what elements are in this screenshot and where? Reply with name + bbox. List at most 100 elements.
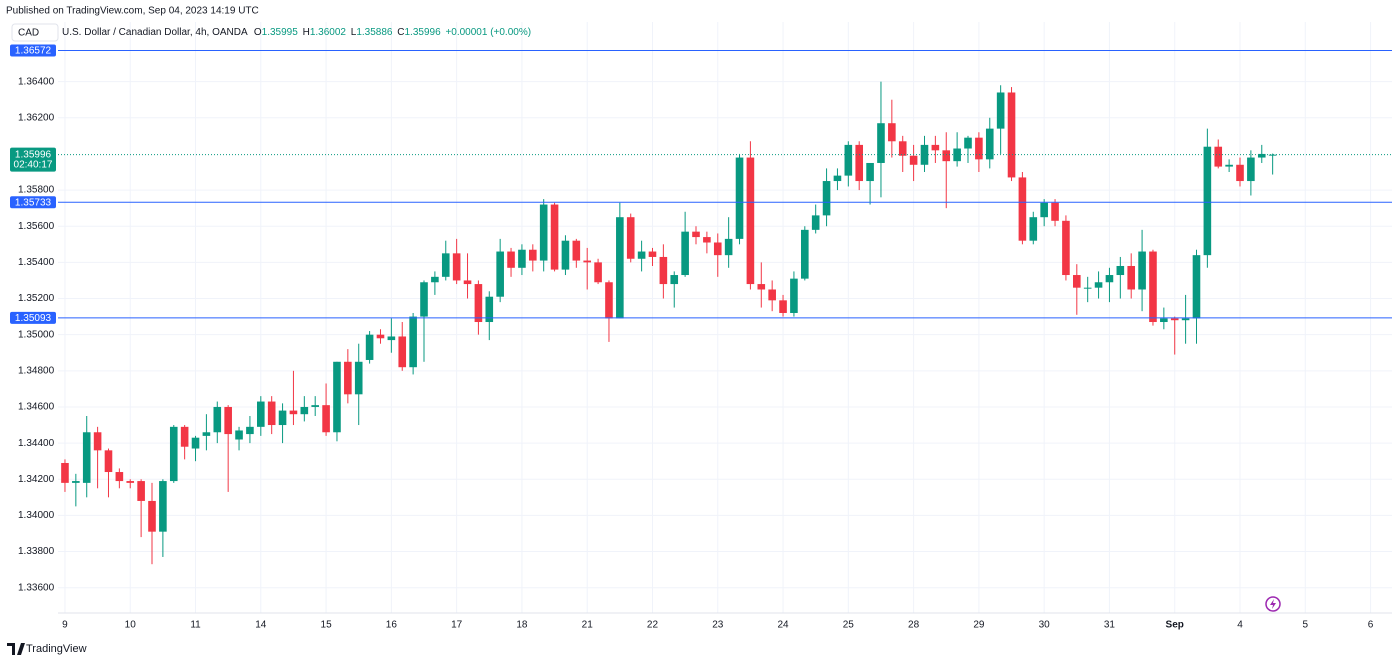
candle-body: [1040, 202, 1048, 218]
candle-body: [844, 144, 853, 176]
candle-body: [572, 240, 581, 261]
ohlc-value: 1.35886: [356, 27, 393, 38]
candle-body: [300, 406, 309, 415]
candle-body: [888, 123, 896, 142]
x-tick-label: 30: [1039, 620, 1051, 631]
candle-body: [594, 262, 602, 283]
candle-body: [1225, 164, 1233, 167]
x-tick-label: 15: [321, 620, 333, 631]
x-tick-label: 4: [1237, 620, 1243, 631]
candle-body: [1018, 177, 1027, 241]
candle-body: [1051, 202, 1059, 221]
brand-logo: [7, 643, 25, 655]
candle-body: [1247, 157, 1255, 182]
candle-body: [431, 276, 439, 283]
candle-body: [768, 289, 776, 301]
x-tick-label: 28: [908, 620, 920, 631]
currency-button[interactable]: [11, 23, 59, 42]
candle-body: [1094, 282, 1103, 288]
candle-body: [1073, 275, 1081, 288]
candle-body: [1083, 287, 1092, 289]
candle-body: [985, 128, 994, 160]
candle-body: [398, 336, 407, 368]
candle-body: [583, 260, 592, 263]
y-tick-label: 1.33600: [18, 582, 55, 593]
candle-body: [703, 237, 711, 243]
candle-body: [779, 300, 787, 313]
level-label: 1.35093: [15, 313, 52, 324]
candle-body: [801, 229, 809, 279]
candle-body: [159, 481, 167, 532]
last-price-box: [10, 147, 56, 172]
candle-body: [1116, 265, 1125, 276]
candle-body: [376, 334, 385, 339]
candle-body: [1149, 251, 1157, 323]
candle-body: [1127, 265, 1136, 290]
candle-body: [931, 144, 940, 151]
x-tick-label: 6: [1368, 620, 1374, 631]
candle-body: [811, 215, 820, 230]
candle-body: [365, 334, 374, 360]
candle-body: [354, 361, 363, 395]
candle-body: [920, 144, 929, 165]
candle-body: [866, 162, 874, 182]
candle-body: [82, 432, 91, 483]
candle-body: [626, 217, 635, 259]
candle-body: [104, 450, 113, 473]
candle-body: [1236, 164, 1244, 182]
candle-body: [213, 406, 222, 433]
ohlc-label: O: [254, 27, 262, 38]
candle-body: [289, 410, 298, 415]
candle-body: [61, 462, 69, 483]
y-tick-label: 1.36400: [18, 76, 55, 87]
x-tick-label: 16: [386, 620, 398, 631]
candle-body: [953, 148, 961, 162]
ohlc-label: H: [303, 27, 310, 38]
candle-body: [790, 278, 798, 313]
candle-body: [659, 256, 668, 285]
candle-body: [757, 284, 766, 290]
candle-body: [463, 280, 472, 285]
candle-body: [148, 500, 156, 532]
level-label-box: [10, 196, 56, 209]
candle-body: [115, 472, 124, 482]
candle-body: [746, 157, 755, 285]
candle-body: [191, 437, 200, 449]
ohlc-value: 1.36002: [310, 27, 347, 38]
candle-body: [996, 92, 1005, 129]
candle-body: [93, 432, 102, 451]
y-tick-label: 1.35200: [18, 293, 55, 304]
y-tick-label: 1.34000: [18, 510, 55, 521]
ohlc-value: 1.35995: [262, 27, 299, 38]
candle-body: [257, 401, 265, 427]
candle-body: [822, 181, 831, 216]
candle-body: [1181, 318, 1190, 321]
candle-body: [126, 481, 135, 483]
y-tick-label: 1.34800: [18, 365, 55, 376]
x-tick-label: 11: [190, 620, 201, 631]
symbol-title: U.S. Dollar / Canadian Dollar, 4h, OANDA: [62, 27, 248, 38]
x-tick-label: 25: [843, 620, 855, 631]
candle-body: [964, 137, 972, 149]
candle-body: [72, 481, 80, 483]
candle-body: [518, 249, 526, 268]
candle-body: [278, 410, 287, 426]
x-tick-label: 23: [712, 620, 724, 631]
lightning-glyph: [1270, 599, 1276, 609]
currency-label[interactable]: CAD: [18, 28, 39, 39]
candle-body: [224, 406, 232, 435]
change: +0.00001 (+0.00%): [445, 27, 531, 38]
candle-body: [1170, 318, 1179, 321]
candle-body: [1203, 146, 1212, 256]
last-price-label: 1.35996: [15, 149, 52, 160]
candle-body: [1268, 154, 1277, 156]
ohlc-value: 1.35996: [405, 27, 442, 38]
lightning-icon[interactable]: [1265, 596, 1281, 612]
candle-body: [909, 155, 918, 165]
candle-body: [387, 336, 396, 341]
candle-body: [409, 316, 417, 368]
candle-body: [235, 430, 243, 440]
y-tick-label: 1.35400: [18, 257, 55, 268]
